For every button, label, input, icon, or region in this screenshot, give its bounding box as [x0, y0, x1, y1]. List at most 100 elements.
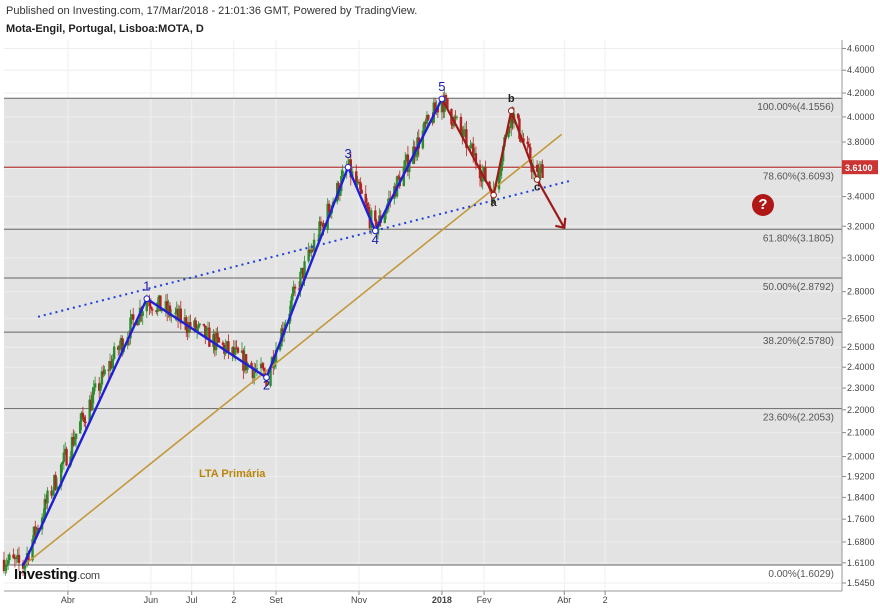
candle-body [46, 490, 49, 504]
y-tick-label: 2.8000 [847, 287, 875, 297]
candle-body [289, 300, 293, 314]
candle-body [119, 338, 123, 346]
candle-body [259, 363, 263, 369]
candle-body [189, 322, 192, 328]
fib-level-label: 78.60%(3.6093) [763, 171, 834, 182]
y-tick-label: 1.9200 [847, 472, 875, 482]
candle-body [408, 164, 411, 173]
wave-label: c [534, 182, 540, 194]
candle-body [454, 116, 457, 118]
x-tick-label: Abr [61, 595, 75, 605]
candle-body [311, 250, 314, 252]
candle-body [242, 350, 245, 371]
wave-pivot [533, 176, 541, 183]
candle-body [55, 486, 59, 490]
candle-body [53, 475, 56, 491]
dotted-trendline [37, 179, 571, 318]
candle-body [519, 138, 522, 142]
y-tick-label: 2.4000 [847, 362, 875, 372]
candle-body [8, 554, 11, 561]
candle-body [34, 526, 37, 536]
candle-body [198, 323, 202, 325]
candle-body [234, 347, 237, 355]
candle-body [235, 347, 238, 349]
candle-body [359, 181, 362, 190]
candle-body [88, 399, 91, 423]
candle-body [129, 317, 132, 339]
candle-body [111, 358, 114, 369]
candle-body [307, 249, 310, 262]
candle-body [240, 350, 244, 353]
x-tick-label: 2 [603, 595, 608, 605]
candle-body [168, 305, 172, 317]
y-tick-label: 4.6000 [847, 43, 875, 53]
y-tick-label: 2.1000 [847, 428, 875, 438]
candle-body [176, 308, 180, 320]
candle-body [178, 308, 181, 320]
candle-body [166, 301, 169, 313]
candle-body [255, 368, 259, 370]
candle-body [451, 124, 454, 127]
candle-body [527, 143, 531, 148]
candle-body [348, 159, 351, 166]
candle-body [117, 346, 120, 350]
candle-body [459, 116, 463, 132]
y-tick-label: 3.2000 [847, 221, 875, 231]
candle-body [537, 171, 540, 180]
candle-body [538, 168, 542, 180]
candle-body [404, 160, 407, 168]
candle-body [281, 328, 284, 335]
candle-body [183, 317, 187, 324]
investing-logo: Investing.com [14, 566, 100, 583]
publish-info: Published on Investing.com, 17/Mar/2018 … [6, 5, 418, 17]
candle-body [383, 213, 386, 223]
candle-body [278, 346, 282, 350]
wave-label: 5 [438, 79, 445, 94]
candle-body [423, 122, 426, 131]
wave-label: b [508, 93, 515, 105]
candle-body [236, 347, 240, 353]
x-tick-label: Set [269, 595, 283, 605]
candle-body [455, 116, 459, 118]
ticker-title: Mota-Engil, Portugal, Lisboa:MOTA, D [6, 23, 204, 35]
candle-body [167, 305, 170, 313]
candle-body [81, 412, 85, 418]
candle-body [319, 221, 323, 226]
candle-body [444, 94, 448, 99]
fib-level-label: 100.00%(4.1556) [757, 102, 834, 113]
candle-body [387, 198, 391, 204]
candle-body [522, 138, 525, 142]
fib-level-label: 61.80%(3.1805) [763, 233, 834, 244]
candle-body [470, 143, 474, 146]
last-price-badge [842, 160, 878, 175]
candle-body [510, 107, 513, 128]
candle-body [357, 181, 361, 183]
candle-body [205, 327, 208, 338]
candle-body [406, 154, 410, 173]
candle-body [157, 295, 161, 303]
candle-body [472, 143, 475, 157]
candle-body [227, 341, 230, 354]
candle-body [488, 181, 491, 189]
candle-body [321, 223, 324, 226]
wave-label: 1 [143, 279, 150, 294]
candle-body [244, 354, 248, 370]
candle-body [341, 170, 344, 177]
candle-body [141, 311, 144, 317]
question-mark-icon: ? [752, 194, 774, 216]
candle-body [297, 288, 301, 290]
wave-pivot [344, 163, 352, 171]
x-tick-label: Nov [351, 595, 368, 605]
candle-body [64, 448, 67, 453]
candle-body [232, 347, 236, 355]
candle-body [103, 369, 106, 375]
y-tick-label: 2.5000 [847, 342, 875, 352]
candle-body [221, 342, 225, 345]
candle-body [83, 417, 86, 422]
candle-body [6, 560, 10, 565]
wave-pivot [263, 374, 270, 381]
candle-body [461, 131, 464, 137]
candle-body [474, 153, 478, 165]
candle-body [59, 464, 63, 487]
